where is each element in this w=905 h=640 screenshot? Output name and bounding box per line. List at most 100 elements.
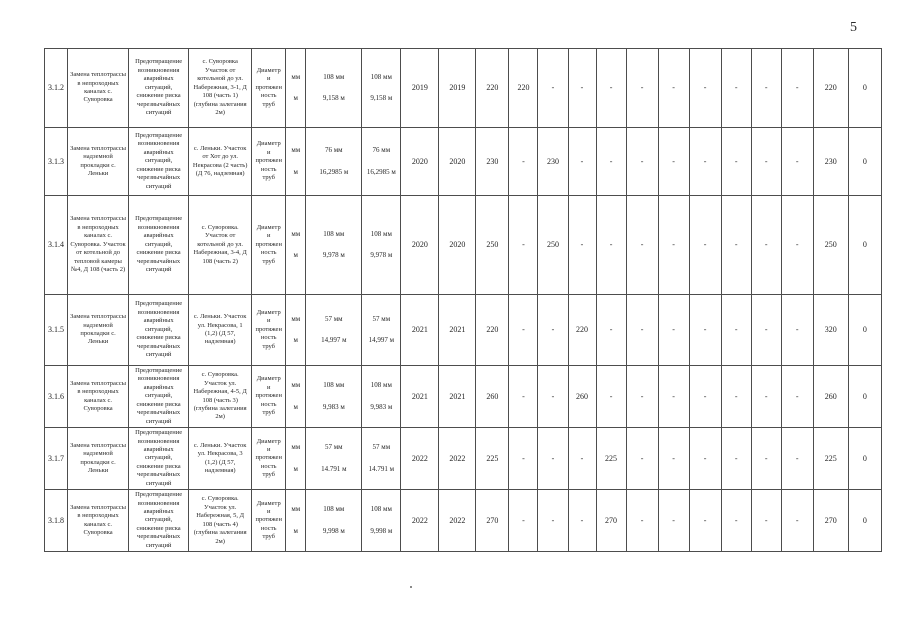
cell-unit: мм м bbox=[285, 195, 307, 295]
cell-cost-2026: - bbox=[720, 294, 752, 366]
cell-cost-2025: - bbox=[688, 489, 722, 553]
cell-cost-2023: - bbox=[625, 48, 659, 128]
cell-value-before: 108 мм 9,978 м bbox=[305, 195, 363, 295]
cell-value-after: 108 мм 9,978 м bbox=[361, 195, 402, 295]
cell-cost-2028: - bbox=[780, 489, 814, 553]
cell-cost-2021: - bbox=[567, 195, 597, 295]
cell-cost-2020: - bbox=[537, 427, 569, 491]
cell-cost-2025: - bbox=[688, 294, 722, 366]
cell-cost-2020: 250 bbox=[537, 195, 569, 295]
cell-row-number: 3.1.5 bbox=[43, 294, 69, 366]
cell-cost-2024: - bbox=[657, 364, 690, 429]
cell-remainder: 0 bbox=[847, 427, 883, 491]
cell-cost-2022: - bbox=[595, 294, 627, 366]
cell-cost-2027: - bbox=[750, 127, 782, 196]
cell-value-after: 57 мм 14,997 м bbox=[361, 294, 402, 366]
cell-measure-name: Замена теплотрассы надземной прокладки с… bbox=[67, 127, 130, 196]
cell-value-after: 108 мм 9,158 м bbox=[361, 48, 402, 128]
cell-cost-2028: - bbox=[780, 427, 814, 491]
cell-value-before: 76 мм 16,2985 м bbox=[305, 127, 363, 196]
cell-remainder: 0 bbox=[847, 48, 883, 128]
cell-cost-2022: - bbox=[595, 195, 627, 295]
cell-row-number: 3.1.8 bbox=[43, 489, 69, 553]
cell-cost-2026: - bbox=[720, 48, 752, 128]
table-row: 3.1.4 Замена теплотрассы в непроходных ка… bbox=[43, 195, 883, 295]
table-row: 3.1.7 Замена теплотрассы надземной прокла… bbox=[43, 427, 883, 491]
cell-cost-2019: - bbox=[508, 195, 539, 295]
cell-cost-2022: - bbox=[595, 127, 627, 196]
cell-cost-2019: - bbox=[508, 294, 539, 366]
cell-value-before: 57 мм 14.791 м bbox=[305, 427, 363, 491]
cell-total-repeat: 250 bbox=[812, 195, 849, 295]
cell-cost-2023: - bbox=[625, 294, 659, 366]
cell-cost-2023: - bbox=[625, 427, 659, 491]
cell-year-start: 2021 bbox=[400, 294, 440, 366]
cell-cost-2020: 230 bbox=[537, 127, 569, 196]
cell-cost-2024: - bbox=[657, 294, 690, 366]
cell-measure-goal: Предотвращение возникновения аварийных с… bbox=[128, 427, 190, 491]
cell-indicator: Диаметр и протяженность труб bbox=[251, 489, 287, 553]
table-row: 3.1.5 Замена теплотрассы надземной прокла… bbox=[43, 294, 883, 366]
cell-year-start: 2021 bbox=[400, 364, 440, 429]
cell-value-after: 108 мм 9,998 м bbox=[361, 489, 402, 553]
cell-location: с. Суворовка. Участок от котельной до ул… bbox=[188, 195, 253, 295]
cell-total-repeat: 260 bbox=[812, 364, 849, 429]
cell-cost-2027: - bbox=[750, 48, 782, 128]
cell-cost-2025: - bbox=[688, 427, 722, 491]
cell-indicator: Диаметр и протяженность труб bbox=[251, 364, 287, 429]
cell-cost-2024: - bbox=[657, 48, 690, 128]
cell-unit: мм м bbox=[285, 127, 307, 196]
cell-cost-2027: - bbox=[750, 489, 782, 553]
cell-cost-2026: - bbox=[720, 427, 752, 491]
cell-indicator: Диаметр и протяженность труб bbox=[251, 195, 287, 295]
cell-value-before: 108 мм 9,158 м bbox=[305, 48, 363, 128]
cell-location: с. Леньки. Участок от Хот до ул. Некрасо… bbox=[188, 127, 253, 196]
cell-year-end: 2022 bbox=[438, 427, 477, 491]
cell-cost-2026: - bbox=[720, 127, 752, 196]
cell-cost-2019: - bbox=[508, 427, 539, 491]
cell-cost-2023: - bbox=[625, 127, 659, 196]
cell-value-before: 108 мм 9,998 м bbox=[305, 489, 363, 553]
cell-year-start: 2022 bbox=[400, 427, 440, 491]
cell-location: с. Суворовка. Участок ул. Набережная, 5,… bbox=[188, 489, 253, 553]
cell-cost-2021: - bbox=[567, 489, 597, 553]
cell-total-repeat: 220 bbox=[812, 48, 849, 128]
cell-year-end: 2022 bbox=[438, 489, 477, 553]
cell-cost-2028: - bbox=[780, 195, 814, 295]
cell-remainder: 0 bbox=[847, 364, 883, 429]
cell-measure-name: Замена теплотрассы в непроходных каналах… bbox=[67, 489, 130, 553]
cell-remainder: 0 bbox=[847, 294, 883, 366]
cell-cost-2028: - bbox=[780, 48, 814, 128]
cell-cost-2020: - bbox=[537, 48, 569, 128]
cell-measure-name: Замена теплотрассы в непроходных каналах… bbox=[67, 48, 130, 128]
cell-total-cost: 260 bbox=[475, 364, 510, 429]
cell-year-start: 2020 bbox=[400, 127, 440, 196]
cell-measure-name: Замена теплотрассы в непроходных каналах… bbox=[67, 195, 130, 295]
cell-cost-2019: - bbox=[508, 364, 539, 429]
cell-cost-2025: - bbox=[688, 364, 722, 429]
cell-measure-goal: Предотвращение возникновения аварийных с… bbox=[128, 364, 190, 429]
cell-cost-2026: - bbox=[720, 489, 752, 553]
cell-cost-2019: - bbox=[508, 127, 539, 196]
cell-cost-2020: - bbox=[537, 364, 569, 429]
cell-unit: мм м bbox=[285, 294, 307, 366]
cell-measure-goal: Предотвращение возникновения аварийных с… bbox=[128, 127, 190, 196]
scan-speck bbox=[410, 586, 412, 588]
cell-indicator: Диаметр и протяженность труб bbox=[251, 294, 287, 366]
cell-unit: мм м bbox=[285, 427, 307, 491]
cell-cost-2024: - bbox=[657, 127, 690, 196]
cell-measure-name: Замена теплотрассы надземной прокладки с… bbox=[67, 294, 130, 366]
cell-cost-2022: - bbox=[595, 48, 627, 128]
cell-cost-2021: - bbox=[567, 427, 597, 491]
cell-cost-2026: - bbox=[720, 364, 752, 429]
cell-cost-2019: 220 bbox=[508, 48, 539, 128]
cell-total-cost: 225 bbox=[475, 427, 510, 491]
cell-cost-2022: 225 bbox=[595, 427, 627, 491]
cell-indicator: Диаметр и протяженность труб bbox=[251, 427, 287, 491]
cell-year-end: 2021 bbox=[438, 364, 477, 429]
cell-cost-2024: - bbox=[657, 427, 690, 491]
cell-indicator: Диаметр и протяженность труб bbox=[251, 48, 287, 128]
cell-year-end: 2020 bbox=[438, 195, 477, 295]
cell-total-repeat: 225 bbox=[812, 427, 849, 491]
cell-remainder: 0 bbox=[847, 127, 883, 196]
